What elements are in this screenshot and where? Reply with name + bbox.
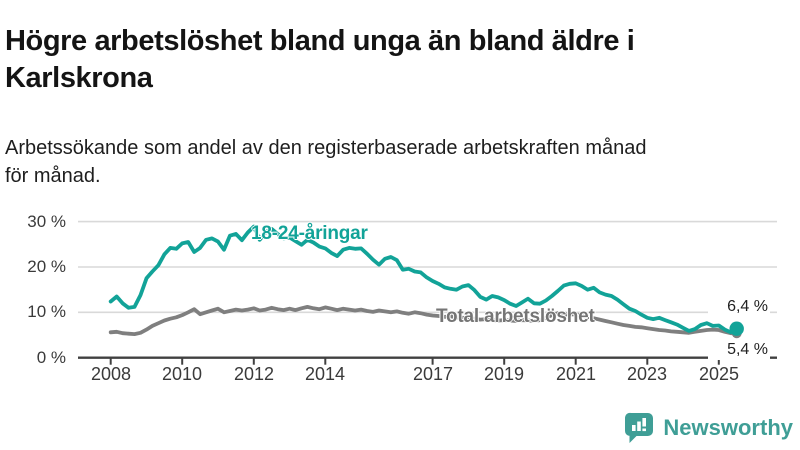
x-tick-label: 2025 bbox=[698, 364, 740, 384]
x-tick-label: 2012 bbox=[233, 364, 275, 384]
series-label-young: 18-24-åringar bbox=[251, 223, 368, 244]
x-tick-label: 2010 bbox=[161, 364, 203, 384]
x-tick-label: 2021 bbox=[555, 364, 597, 384]
series-lines bbox=[108, 224, 739, 337]
series-label-total: Total arbetslöshet bbox=[436, 306, 595, 327]
end-value-label-young: 6,4 % bbox=[708, 297, 770, 317]
x-tick-label: 2023 bbox=[626, 364, 668, 384]
newsworthy-wordmark: Newsworthy bbox=[663, 415, 793, 440]
series-end-dots bbox=[729, 321, 744, 339]
chart-title: Högre arbetslöshet bland unga än bland ä… bbox=[5, 25, 635, 95]
y-tick-label: 30 % bbox=[27, 212, 66, 231]
chart-subtitle: Arbetssökande som andel av den registerb… bbox=[5, 137, 647, 187]
y-tick-label: 0 % bbox=[36, 348, 66, 367]
x-tick-label: 2008 bbox=[90, 364, 132, 384]
gridlines bbox=[78, 220, 777, 314]
y-tick-label: 20 % bbox=[27, 257, 66, 276]
y-tick-label: 10 % bbox=[27, 302, 66, 321]
newsworthy-speech-bubble-icon bbox=[625, 412, 654, 443]
x-tick-label: 2019 bbox=[483, 364, 525, 384]
newsworthy-logo: Newsworthy bbox=[625, 412, 793, 444]
x-tick-label: 2014 bbox=[304, 364, 346, 384]
x-tick-label: 2017 bbox=[412, 364, 454, 384]
x-axis bbox=[78, 356, 777, 365]
end-value-label-total: 5,4 % bbox=[708, 340, 770, 360]
